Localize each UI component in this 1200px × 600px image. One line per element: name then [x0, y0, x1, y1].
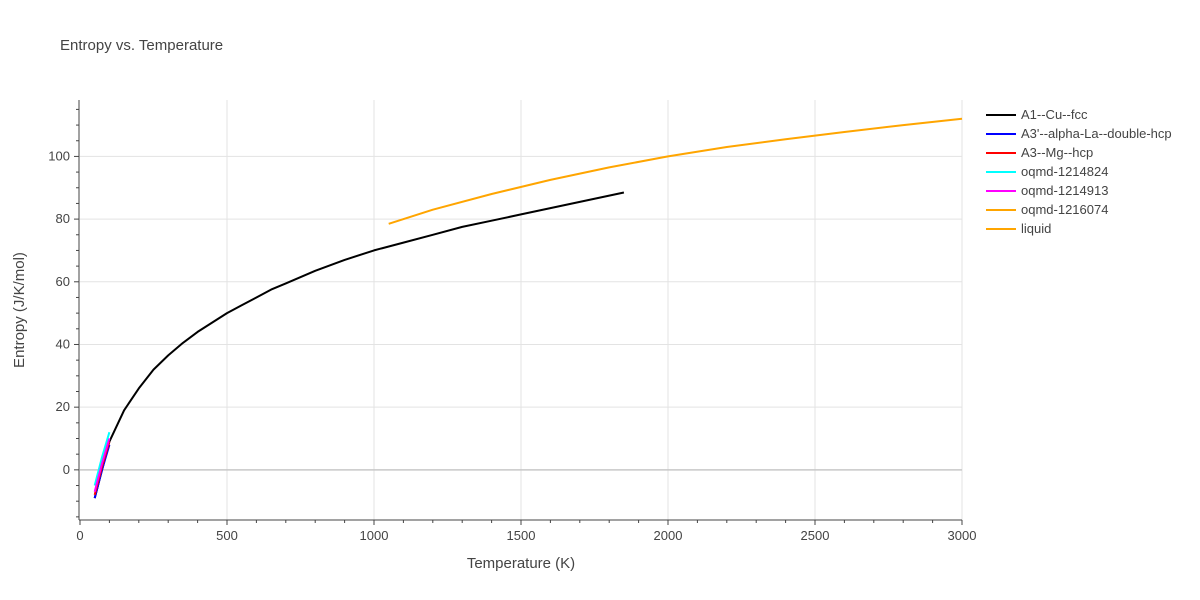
y-tick-label: 60 — [56, 274, 70, 289]
legend-label: oqmd-1214913 — [1021, 183, 1108, 198]
legend-item-oqmd-1214824[interactable]: oqmd-1214824 — [986, 164, 1108, 179]
x-tick-label: 1000 — [360, 528, 389, 543]
y-axis-title: Entropy (J/K/mol) — [11, 252, 28, 368]
legend-item-a3-alpha-la-double-hcp[interactable]: A3'--alpha-La--double-hcp — [986, 126, 1172, 141]
x-tick-label: 2500 — [801, 528, 830, 543]
y-tick-label: 20 — [56, 399, 70, 414]
grid — [80, 100, 963, 520]
series-line-liquid — [388, 117, 963, 225]
legend-label: oqmd-1216074 — [1021, 202, 1108, 217]
legend-label: liquid — [1021, 221, 1051, 236]
y-tick-label: 100 — [48, 148, 70, 163]
series-line-oqmd-1214824 — [93, 431, 111, 486]
x-tick-label: 3000 — [948, 528, 977, 543]
y-tick-label: 80 — [56, 211, 70, 226]
y-tick-label: 0 — [63, 462, 70, 477]
legend-item-liquid[interactable]: liquid — [986, 221, 1051, 236]
tick-labels: 0 500 1000 1500 2000 2500 3000 0 20 40 60 80 100 — [48, 148, 976, 543]
series-line-oqmd-1214913 — [93, 438, 111, 493]
legend-label: oqmd-1214824 — [1021, 164, 1108, 179]
x-tick-label: 1500 — [507, 528, 536, 543]
axes — [74, 100, 963, 525]
x-tick-label: 0 — [76, 528, 83, 543]
legend[interactable]: A1--Cu--fcc A3'--alpha-La--double-hcp A3--… — [986, 107, 1172, 236]
legend-item-oqmd-1214913[interactable]: oqmd-1214913 — [986, 183, 1108, 198]
legend-label: A3'--alpha-La--double-hcp — [1021, 126, 1172, 141]
x-tick-label: 500 — [216, 528, 238, 543]
legend-label: A3--Mg--hcp — [1021, 145, 1093, 160]
x-tick-label: 2000 — [654, 528, 683, 543]
x-axis-title: Temperature (K) — [467, 555, 575, 572]
legend-item-a1-cu-fcc[interactable]: A1--Cu--fcc — [986, 107, 1088, 122]
chart-title: Entropy vs. Temperature — [60, 37, 223, 54]
series-line-a1-cu-fcc — [93, 191, 625, 499]
series-lines — [93, 117, 963, 499]
y-tick-label: 40 — [56, 336, 70, 351]
legend-label: A1--Cu--fcc — [1021, 107, 1088, 122]
legend-item-a3-mg-hcp[interactable]: A3--Mg--hcp — [986, 145, 1093, 160]
legend-item-oqmd-1216074[interactable]: oqmd-1216074 — [986, 202, 1108, 217]
